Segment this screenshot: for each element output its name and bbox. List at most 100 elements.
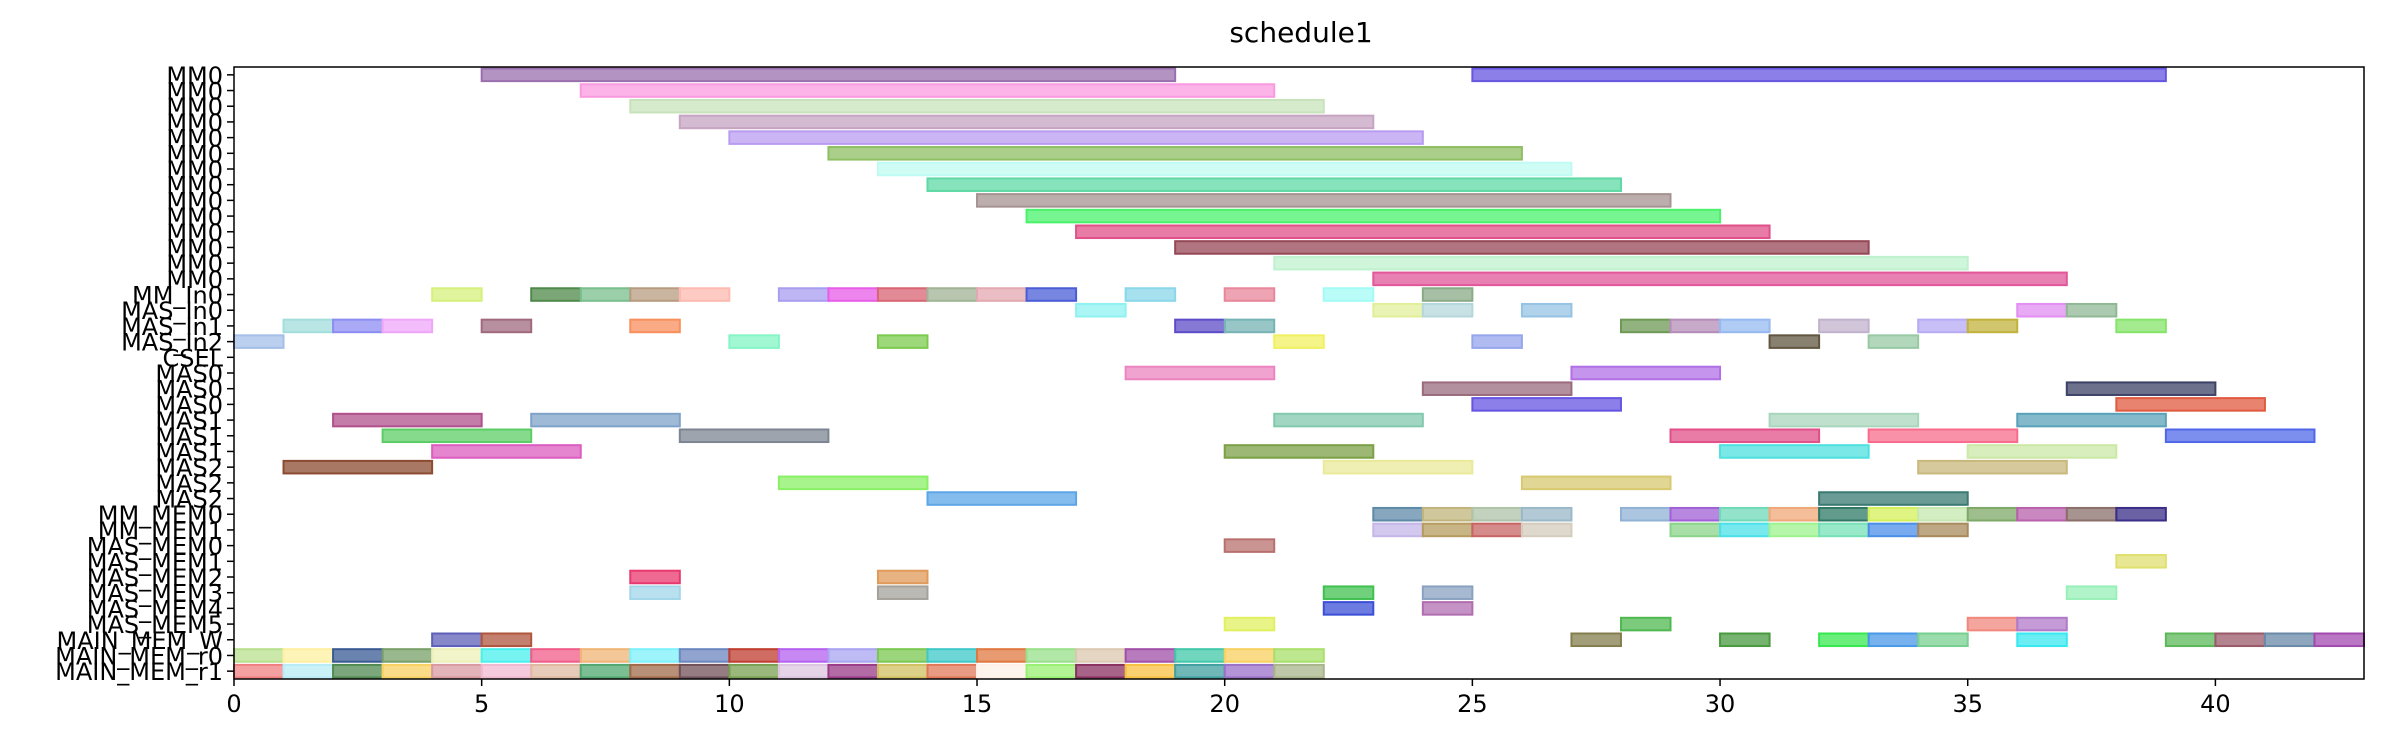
gantt-bar	[1471, 67, 2167, 83]
gantt-bar	[2065, 302, 2118, 318]
gantt-bar	[678, 663, 731, 679]
gantt-bar	[629, 648, 681, 663]
gantt-bar	[1619, 506, 1672, 522]
gantt-bar	[1421, 302, 1474, 318]
gantt-bar	[1421, 522, 1474, 538]
y-tick-label: MAS0	[155, 391, 223, 419]
gantt-bar	[1273, 412, 1424, 428]
y-axis: MM0MM0MM0MM0MM0MM0MM0MM0MM0MM0MM0MM0MM0M…	[55, 62, 234, 686]
gantt-bar	[629, 318, 681, 334]
gantt-bar	[480, 632, 533, 648]
gantt-bar	[480, 318, 533, 334]
y-tick-label: CSEL	[162, 344, 223, 372]
gantt-bar	[678, 114, 1375, 130]
gantt-bar	[876, 287, 929, 302]
gantt-bar	[1223, 318, 1276, 334]
gantt-bar	[282, 648, 335, 663]
gantt-bar	[1223, 287, 1276, 302]
gantt-bar	[876, 648, 929, 663]
gantt-bar	[1520, 506, 1573, 522]
y-tick-label: MAS1	[155, 438, 223, 466]
gantt-bar	[728, 334, 780, 349]
gantt-bar	[876, 569, 929, 585]
gantt-bar	[876, 334, 929, 349]
gantt-bar	[1174, 318, 1226, 334]
gantt-bar	[728, 663, 780, 679]
gantt-bar	[976, 193, 1672, 208]
gantt-bar	[332, 663, 384, 679]
gantt-bar	[1273, 334, 1325, 349]
gantt-bar	[827, 663, 879, 679]
y-tick-label: MAS_MEM2	[87, 564, 223, 592]
gantt-bar	[1966, 444, 2118, 459]
gantt-bar	[1025, 663, 1078, 679]
gantt-bar	[1223, 616, 1276, 632]
gantt-bar	[1669, 428, 1821, 444]
gantt-bar	[1421, 287, 1474, 302]
gantt-bar	[926, 648, 979, 663]
gantt-bar	[1124, 287, 1177, 302]
gantt-bar	[678, 428, 830, 444]
gantt-bar	[282, 318, 335, 334]
x-tick-label: 35	[1952, 690, 1983, 718]
gantt-bar	[1669, 318, 1722, 334]
gantt-bar	[1273, 255, 1969, 271]
gantt-bar	[1322, 601, 1375, 616]
gantt-bar	[1520, 522, 1573, 538]
y-tick-label: MAS0	[155, 360, 223, 388]
gantt-bar	[579, 83, 1276, 98]
gantt-bar	[2115, 554, 2167, 569]
gantt-bar	[1025, 648, 1078, 663]
gantt-bar	[678, 648, 731, 663]
y-tick-label: MM0	[166, 266, 223, 294]
gantt-bar	[2065, 506, 2118, 522]
gantt-bar	[1471, 334, 1523, 349]
gantt-bar	[1124, 663, 1177, 679]
gantt-bar	[530, 663, 582, 679]
gantt-bar	[876, 663, 929, 679]
gantt-bar	[2164, 632, 2217, 648]
gantt-bar	[1025, 287, 1078, 302]
gantt-bar	[332, 318, 384, 334]
gantt-bar	[1768, 334, 1821, 349]
gantt-bar	[2016, 632, 2068, 648]
gantt-bar	[1867, 522, 1920, 538]
gantt-bar	[1719, 522, 1771, 538]
x-tick-label: 20	[1209, 690, 1240, 718]
gantt-bar	[827, 146, 1523, 161]
gantt-bar	[2115, 397, 2266, 412]
y-tick-label: MAS_MEM4	[87, 595, 223, 623]
y-tick-label: MM0	[166, 234, 223, 262]
gantt-bar	[1223, 538, 1276, 553]
gantt-bar	[1075, 302, 1127, 318]
gantt-bar	[1372, 522, 1424, 538]
gantt-bar	[1818, 491, 1969, 506]
gantt-bar	[1223, 444, 1375, 459]
gantt-bar	[728, 648, 780, 663]
gantt-bar	[1570, 632, 1622, 648]
gantt-bar	[431, 648, 483, 663]
gantt-bar	[480, 663, 533, 679]
gantt-bar	[1917, 522, 1969, 538]
y-tick-label: MAIN_MEM_r1	[55, 658, 223, 686]
y-tick-label: MAS_MEM5	[87, 611, 223, 639]
gantt-bar	[1917, 632, 1969, 648]
gantt-bar	[1818, 318, 1870, 334]
gantt-bar	[431, 632, 483, 648]
y-tick-label: MM0	[166, 125, 223, 153]
x-tick-label: 5	[474, 690, 489, 718]
gantt-bar	[1917, 506, 1969, 522]
gantt-bar	[233, 663, 285, 679]
gantt-bar	[629, 663, 681, 679]
y-tick-label: MM0	[166, 219, 223, 247]
gantt-bar	[1867, 506, 1920, 522]
gantt-bar	[1025, 208, 1722, 224]
gantt-bar	[1768, 412, 1920, 428]
y-tick-label: MAS1	[155, 423, 223, 451]
gantt-bar	[332, 412, 483, 428]
gantt-bar	[1719, 444, 1870, 459]
y-tick-label: MAS_MEM1	[87, 548, 223, 576]
gantt-bar	[480, 67, 1177, 83]
gantt-bar	[777, 475, 929, 491]
gantt-bar	[678, 287, 731, 302]
